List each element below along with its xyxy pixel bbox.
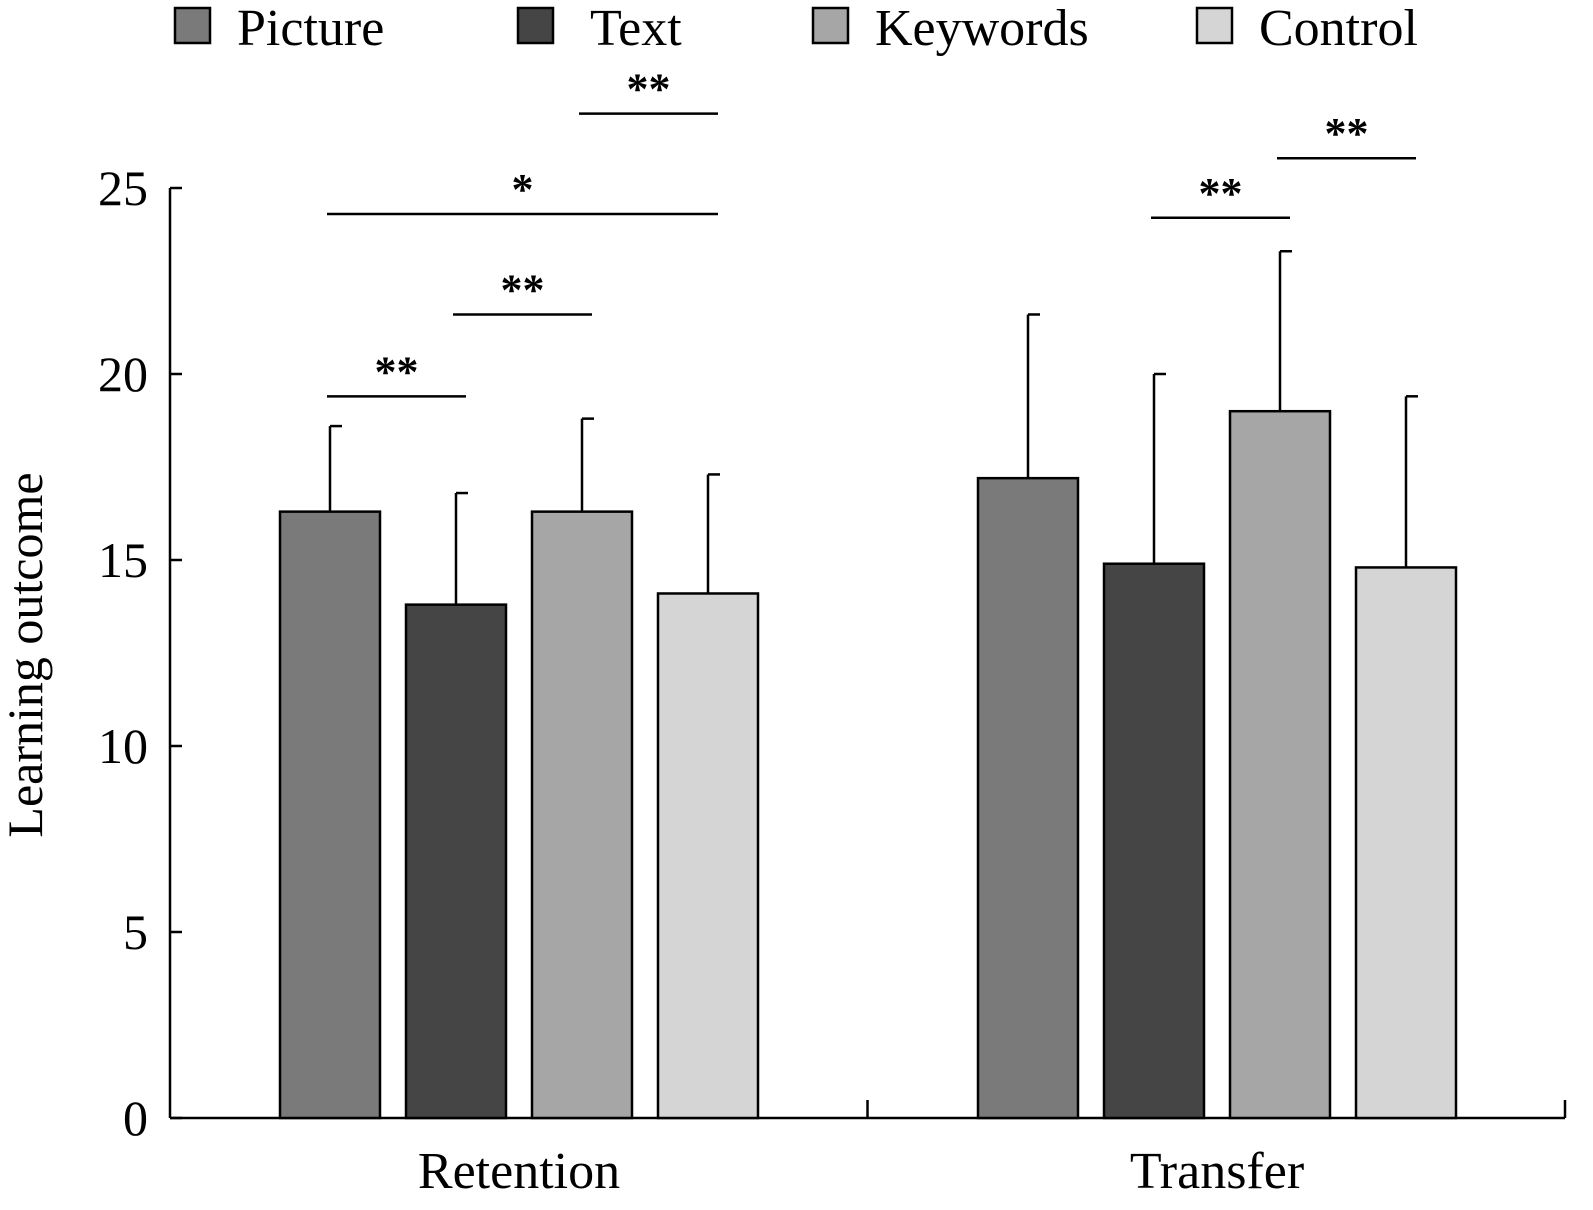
y-tick-label: 20 <box>98 346 148 402</box>
significance-label: ** <box>375 347 419 396</box>
bar-control <box>1354 566 1458 1120</box>
legend-label: Picture <box>237 0 384 57</box>
y-axis-label: Learning outcome <box>0 472 53 837</box>
bar-keywords <box>530 510 634 1120</box>
significance-label: ** <box>501 265 545 314</box>
x-tick-label: Retention <box>418 1143 620 1200</box>
y-tick-label: 25 <box>98 160 148 216</box>
legend-swatch-text <box>516 6 555 45</box>
y-tick-label: 5 <box>123 904 148 960</box>
bar-picture <box>278 510 382 1120</box>
legend-label: Control <box>1259 0 1418 57</box>
significance-label: * <box>512 165 534 214</box>
bars <box>278 249 1458 1120</box>
legend-swatch-control <box>1195 6 1234 45</box>
bar-control <box>656 592 760 1120</box>
significance-label: ** <box>1325 109 1369 158</box>
axes: 0 5 10 15 20 25 Retention Transfer <box>98 160 1567 1200</box>
bar-keywords <box>1228 409 1332 1120</box>
y-tick-label: 15 <box>98 532 148 588</box>
legend-label: Keywords <box>875 0 1089 57</box>
y-tick-label: 10 <box>98 718 148 774</box>
legend: Picture Text Keywords Control <box>173 0 1418 57</box>
y-tick-label: 0 <box>123 1090 148 1146</box>
bar-text <box>1102 562 1206 1120</box>
bar-picture <box>976 476 1080 1120</box>
significance-brackets: *********** <box>327 65 1416 398</box>
significance-label: ** <box>1199 169 1243 218</box>
legend-label: Text <box>590 0 682 57</box>
legend-swatch-picture <box>173 6 212 45</box>
significance-label: ** <box>627 65 671 114</box>
legend-swatch-keywords <box>811 6 850 45</box>
x-tick-label: Transfer <box>1130 1143 1304 1200</box>
bar-text <box>404 603 508 1120</box>
